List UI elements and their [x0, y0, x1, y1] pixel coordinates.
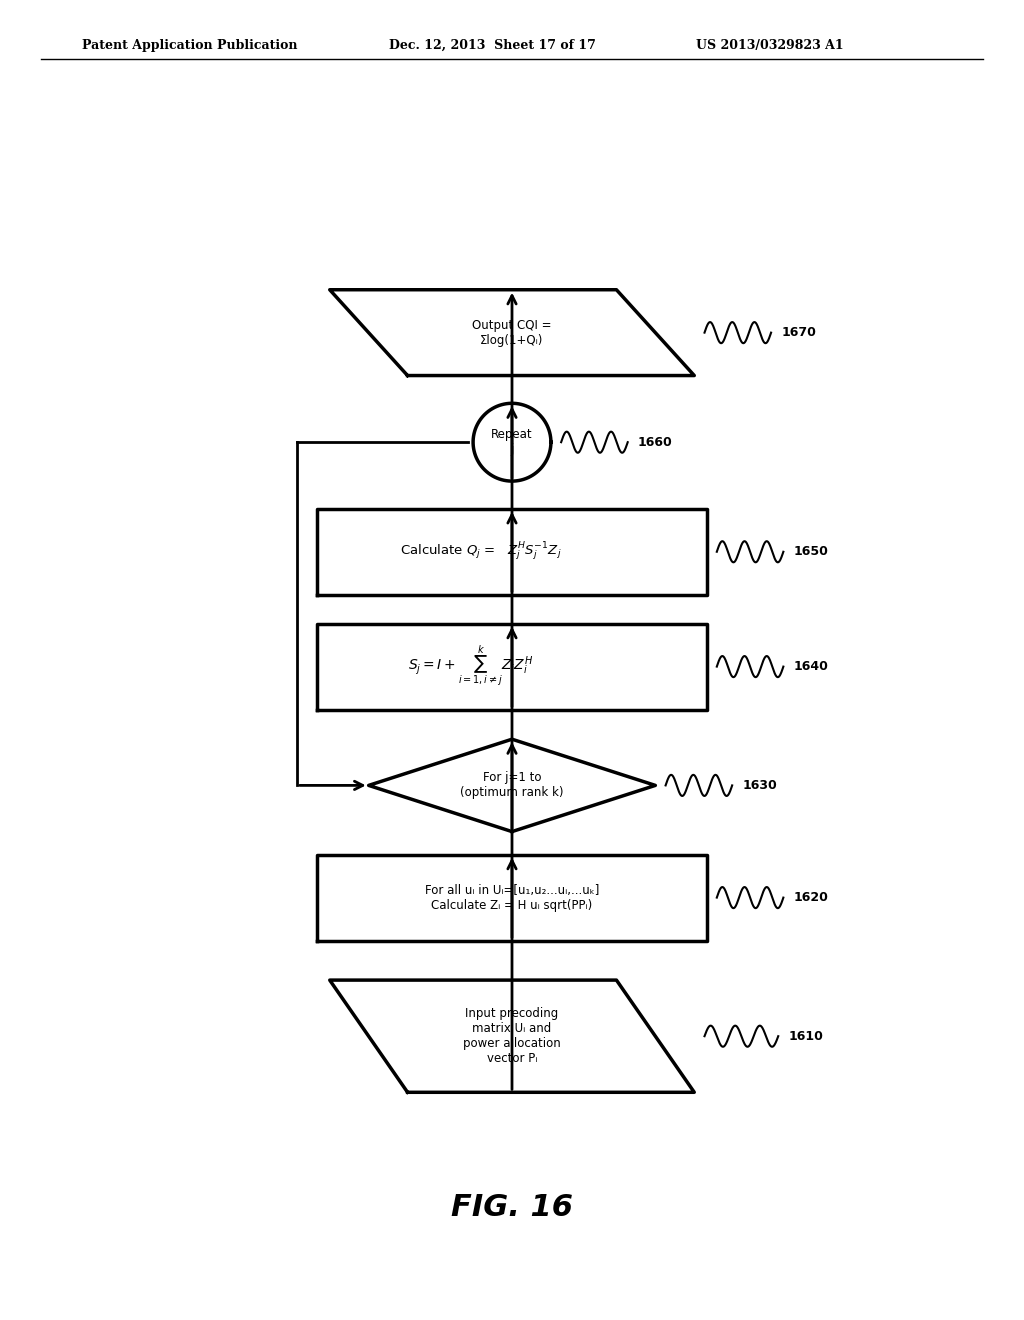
Text: Patent Application Publication: Patent Application Publication — [82, 38, 297, 51]
Text: 1630: 1630 — [742, 779, 777, 792]
Text: For j=1 to
(optimum rank k): For j=1 to (optimum rank k) — [460, 771, 564, 800]
Text: 1620: 1620 — [794, 891, 828, 904]
Text: For all uᵢ in Uᵢ=[u₁,u₂...uᵢ,...uₖ]
Calculate Zᵢ = H uᵢ sqrt(PPᵢ): For all uᵢ in Uᵢ=[u₁,u₂...uᵢ,...uₖ] Calc… — [425, 883, 599, 912]
Text: Calculate $Q_j$ =   $Z_j^H S_j^{-1} Z_j$: Calculate $Q_j$ = $Z_j^H S_j^{-1} Z_j$ — [400, 541, 562, 562]
Text: FIG. 16: FIG. 16 — [451, 1193, 573, 1222]
Text: Output CQI =
Σlog(1+Qᵢ): Output CQI = Σlog(1+Qᵢ) — [472, 318, 552, 347]
Text: 1670: 1670 — [781, 326, 816, 339]
Text: Input precoding
matrix Uᵢ and
power allocation
vector Pᵢ: Input precoding matrix Uᵢ and power allo… — [463, 1007, 561, 1065]
Text: 1650: 1650 — [794, 545, 828, 558]
Text: $S_j = I + \sum_{i=1, i\neq j}^{k} Z_i Z_i^H$: $S_j = I + \sum_{i=1, i\neq j}^{k} Z_i Z… — [409, 644, 534, 689]
Text: Dec. 12, 2013  Sheet 17 of 17: Dec. 12, 2013 Sheet 17 of 17 — [389, 38, 596, 51]
Text: Repeat
j: Repeat j — [492, 428, 532, 457]
Text: US 2013/0329823 A1: US 2013/0329823 A1 — [696, 38, 844, 51]
Text: 1660: 1660 — [638, 436, 673, 449]
Text: 1610: 1610 — [788, 1030, 823, 1043]
Text: 1640: 1640 — [794, 660, 828, 673]
